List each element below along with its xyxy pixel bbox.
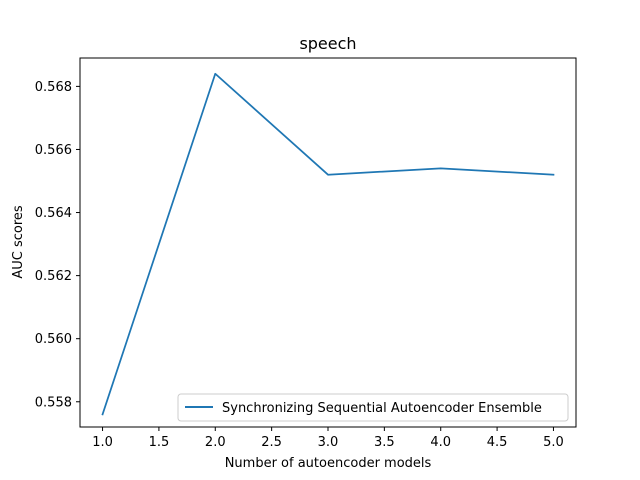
x-tick-label: 4.0 xyxy=(430,435,451,450)
x-tick-label: 3.0 xyxy=(318,435,339,450)
x-tick-label: 4.5 xyxy=(487,435,508,450)
x-tick-label: 2.5 xyxy=(261,435,282,450)
y-tick-label: 0.568 xyxy=(35,80,72,95)
legend: Synchronizing Sequential Autoencoder Ens… xyxy=(177,393,569,422)
y-tick-label: 0.562 xyxy=(35,269,72,284)
x-tick-label: 1.5 xyxy=(149,435,170,450)
y-tick-label: 0.564 xyxy=(35,206,72,221)
y-tick-label: 0.558 xyxy=(35,395,72,410)
y-axis-ticks: 0.558 0.560 0.562 0.564 0.566 0.568 xyxy=(35,80,80,410)
x-tick-label: 1.0 xyxy=(92,435,113,450)
legend-box xyxy=(177,393,569,422)
series-line xyxy=(101,72,555,416)
x-axis-label: Number of autoencoder models xyxy=(225,456,432,471)
y-tick-label: 0.566 xyxy=(35,143,72,158)
y-tick-label: 0.560 xyxy=(35,332,72,347)
x-tick-label: 2.0 xyxy=(205,435,226,450)
y-axis-label: AUC scores xyxy=(11,205,26,279)
chart-title: speech xyxy=(299,34,356,53)
x-tick-label: 5.0 xyxy=(543,435,564,450)
legend-label: Synchronizing Sequential Autoencoder Ens… xyxy=(222,401,542,416)
series-layer xyxy=(101,72,555,416)
plot-area-frame xyxy=(79,57,577,428)
x-axis-ticks: 1.0 1.5 2.0 2.5 3.0 3.5 4.0 4.5 5.0 xyxy=(92,427,564,450)
x-tick-label: 3.5 xyxy=(374,435,395,450)
